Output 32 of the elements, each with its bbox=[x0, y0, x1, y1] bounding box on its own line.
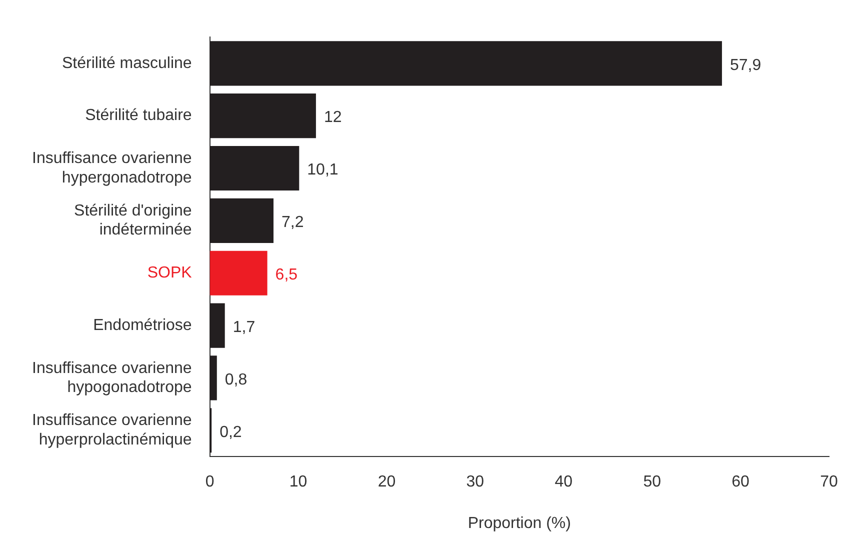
x-tick-label: 60 bbox=[732, 474, 750, 491]
x-tick-label: 20 bbox=[378, 474, 396, 491]
data-label: 1,7 bbox=[232, 318, 256, 336]
x-tick-label: 70 bbox=[820, 474, 838, 491]
bar bbox=[210, 250, 268, 296]
bar bbox=[210, 41, 722, 86]
y-tick-label: Insuffisance ovarienne hyperprolactinémique bbox=[32, 412, 192, 448]
data-label: 0,2 bbox=[220, 424, 242, 441]
y-tick-label: Stérilité tubaire bbox=[85, 107, 192, 124]
x-tick-label: 0 bbox=[205, 474, 214, 491]
data-label: 7,2 bbox=[282, 214, 304, 232]
data-label: 57,9 bbox=[730, 56, 762, 74]
data-label: 0,8 bbox=[224, 371, 248, 388]
x-tick-label: 40 bbox=[554, 474, 573, 491]
x-tick-label: 10 bbox=[289, 474, 308, 491]
y-tick-label: Insuffisance ovarienne hypogonadotrope bbox=[32, 360, 192, 396]
data-label: 6,5 bbox=[275, 266, 298, 284]
data-label: 12 bbox=[324, 109, 342, 126]
y-tick-label: Stérilité d'origine indéterminée bbox=[74, 202, 192, 239]
bar bbox=[210, 356, 217, 400]
data-label: 10,1 bbox=[307, 162, 338, 179]
bar bbox=[210, 303, 225, 348]
x-axis-title: Proportion (%) bbox=[468, 514, 571, 532]
y-tick-label: SOPK bbox=[147, 264, 192, 282]
x-tick-label: 50 bbox=[643, 474, 662, 491]
y-tick-label: Endométriose bbox=[93, 316, 192, 334]
bar bbox=[210, 146, 300, 191]
bar bbox=[210, 94, 316, 138]
y-tick-label: Stérilité masculine bbox=[62, 54, 192, 72]
y-tick-label: Insuffisance ovarienne hypergonadotrope bbox=[32, 150, 192, 186]
bar bbox=[210, 198, 274, 243]
x-tick-label: 30 bbox=[466, 474, 484, 491]
